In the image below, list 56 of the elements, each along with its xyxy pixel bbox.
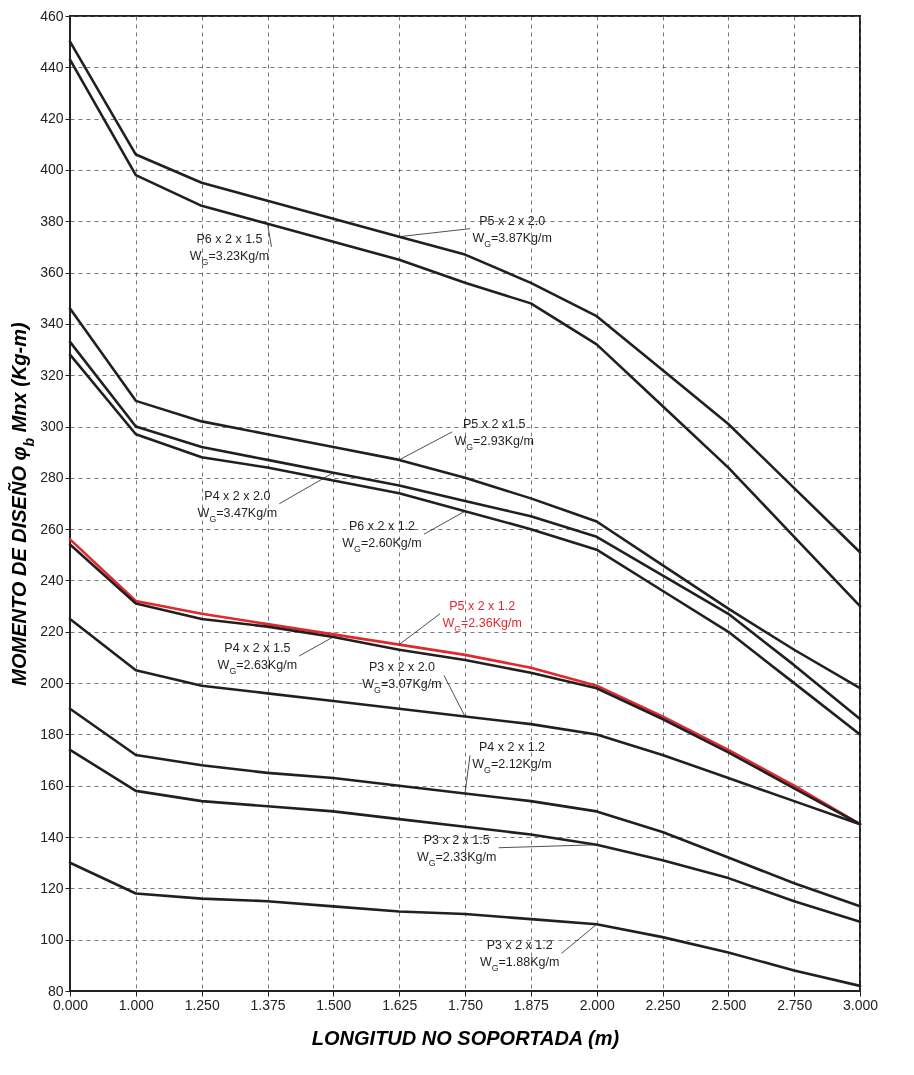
- y-tick-label: 120: [40, 879, 64, 896]
- x-tick-label: 0.000: [52, 996, 89, 1013]
- annotation: W$_{G}$=3.87Kg/m: [472, 230, 552, 249]
- x-tick-label: 3.000: [842, 996, 879, 1013]
- annotation: W$_{G}$=2.93Kg/m: [454, 433, 534, 452]
- annotation: W$_{G}$=3.07Kg/m: [362, 677, 442, 696]
- annotation: P6 x 2 x 1.5: [196, 231, 263, 246]
- annotation: P4 x 2 x 1.2: [478, 740, 546, 755]
- y-tick-label: 200: [40, 674, 64, 691]
- y-tick-label: 260: [40, 520, 64, 537]
- annotation: P3 x 2 x 2.0: [368, 660, 436, 675]
- y-tick-label: 100: [40, 931, 64, 948]
- annotation: P5 x 2 x 2.0: [479, 213, 546, 228]
- y-tick-label: 400: [40, 161, 64, 178]
- y-tick-label: 340: [40, 315, 64, 332]
- y-tick-label: 160: [40, 777, 64, 794]
- annotation: P3 x 2 x 1.2: [486, 938, 553, 953]
- y-tick-label: 460: [40, 7, 64, 24]
- annotation: W$_{G}$=3.47Kg/m: [197, 505, 278, 524]
- x-tick-label: 2.250: [645, 996, 681, 1013]
- x-tick-label: 1.875: [513, 996, 550, 1013]
- annotation: P3 x 2 x 1.5: [423, 832, 490, 847]
- y-tick-label: 80: [47, 982, 64, 999]
- annotation: W$_{G}$=1.88Kg/m: [479, 955, 560, 974]
- x-axis-title: LONGITUD NO SOPORTADA (m): [311, 1026, 620, 1049]
- x-tick-label: 1.500: [316, 996, 352, 1013]
- y-tick-label: 420: [40, 110, 64, 127]
- y-tick-label: 180: [40, 725, 64, 742]
- annotation: W$_{G}$=2.12Kg/m: [472, 757, 552, 776]
- x-tick-label: 1.375: [250, 996, 286, 1013]
- annotation: W$_{G}$=2.33Kg/m: [416, 849, 497, 868]
- annotation: W$_{G}$=2.63Kg/m: [217, 657, 298, 676]
- annotation: W$_{G}$=2.60Kg/m: [342, 536, 422, 555]
- annotation: P6 x 2 x 1.2: [348, 519, 416, 534]
- y-tick-label: 220: [40, 623, 64, 640]
- x-tick-label: 1.000: [118, 996, 155, 1013]
- annotation: W$_{G}$=3.23Kg/m: [189, 248, 270, 267]
- x-tick-label: 1.250: [184, 996, 220, 1013]
- y-tick-label: 380: [40, 212, 64, 229]
- annotation: P4 x 2 x 2.0: [204, 488, 271, 503]
- annotation: P4 x 2 x 1.5: [224, 640, 291, 655]
- y-tick-label: 240: [40, 571, 64, 588]
- x-tick-label: 1.750: [447, 996, 484, 1013]
- x-tick-label: 2.000: [579, 996, 615, 1013]
- annotation: P5 x 2 x 1.2: [449, 598, 516, 613]
- x-tick-label: 1.625: [382, 996, 418, 1013]
- y-tick-label: 360: [40, 264, 64, 281]
- y-tick-label: 320: [40, 366, 64, 383]
- y-tick-label: 440: [40, 58, 64, 75]
- x-tick-label: 2.500: [711, 996, 747, 1013]
- y-tick-label: 280: [40, 469, 64, 486]
- annotation: W$_{G}$=2.36Kg/m: [442, 615, 522, 634]
- y-tick-label: 140: [40, 828, 64, 845]
- x-tick-label: 2.750: [777, 996, 813, 1013]
- annotation: P5 x 2 x1.5: [462, 416, 526, 431]
- y-tick-label: 300: [40, 418, 64, 435]
